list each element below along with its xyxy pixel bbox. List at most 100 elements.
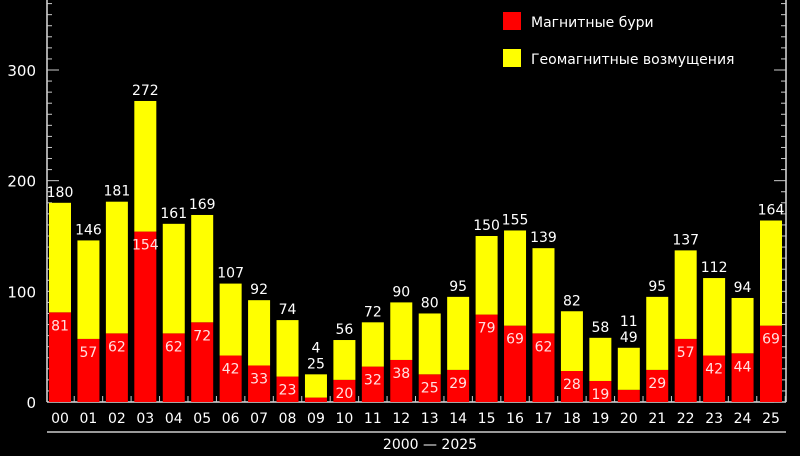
x-tick-label: 17 xyxy=(535,411,553,427)
bar-disturbances xyxy=(703,278,726,356)
x-tick-label: 12 xyxy=(392,411,410,427)
total-label: 164 xyxy=(758,203,785,219)
y-tick-label: 200 xyxy=(7,173,36,191)
total-label: 155 xyxy=(502,212,529,228)
x-tick-label: 11 xyxy=(364,411,382,427)
storms-label: 44 xyxy=(734,359,752,375)
legend-swatch-storms xyxy=(503,12,521,30)
bar-disturbances xyxy=(447,296,470,370)
bar-storms xyxy=(49,312,71,402)
x-tick-label: 15 xyxy=(478,411,496,427)
axes: 0 100 200 300 00 01 02 03 04 05 06 07 08 09 10 11 12 13 14… xyxy=(7,0,787,427)
bar-disturbances xyxy=(475,236,498,315)
bar-disturbances xyxy=(134,100,157,232)
bar-disturbances xyxy=(49,202,71,313)
bar-disturbances xyxy=(333,340,356,380)
total-label: 272 xyxy=(132,83,159,99)
bar-storms xyxy=(418,374,441,402)
bar-storms xyxy=(191,322,214,402)
bar-storms xyxy=(646,369,669,402)
bar-storms xyxy=(447,369,470,402)
x-tick-label: 24 xyxy=(734,411,752,427)
total-label: 72 xyxy=(364,304,382,320)
legend-label-storms: Магнитные бури xyxy=(531,15,654,31)
bars xyxy=(49,100,782,402)
bar-disturbances xyxy=(731,297,754,354)
x-tick-label: 19 xyxy=(591,411,609,427)
total-label: 150 xyxy=(473,218,500,234)
total-label: 58 xyxy=(591,320,609,336)
total-label: 74 xyxy=(279,302,297,318)
storms-label: 33 xyxy=(250,371,268,387)
storms-label: 69 xyxy=(762,332,780,348)
bar-disturbances xyxy=(589,337,612,381)
total-label: 112 xyxy=(701,260,728,276)
total-label: 161 xyxy=(160,206,187,222)
legend-label-disturbances: Геомагнитные возмущения xyxy=(531,52,734,68)
total-label: 137 xyxy=(672,232,699,248)
bar-storms xyxy=(560,371,583,402)
x-tick-label: 09 xyxy=(307,411,325,427)
bar-disturbances xyxy=(646,296,669,370)
storms-label: 38 xyxy=(392,366,410,382)
bar-storms xyxy=(304,397,327,402)
storms-label: 23 xyxy=(279,383,297,399)
storms-label: 29 xyxy=(449,376,467,392)
storms-label: 29 xyxy=(648,376,666,392)
storms-label: 72 xyxy=(193,328,211,344)
total-label: 169 xyxy=(189,197,216,213)
total-label: 107 xyxy=(217,266,244,282)
bar-storms xyxy=(475,314,498,402)
storms-label: 19 xyxy=(591,387,609,403)
x-tick-label: 16 xyxy=(506,411,524,427)
storms-label: 57 xyxy=(80,345,98,361)
x-tick-label: 13 xyxy=(421,411,439,427)
bar-storms xyxy=(219,355,242,402)
total-label: 180 xyxy=(47,185,74,201)
bar-disturbances xyxy=(77,240,100,339)
bar-disturbances xyxy=(276,320,299,377)
bar-disturbances xyxy=(361,322,384,367)
storms-label: 69 xyxy=(506,332,524,348)
storms-label: 62 xyxy=(535,339,553,355)
bar-disturbances xyxy=(532,248,555,334)
x-tick-label: 00 xyxy=(51,411,69,427)
x-tick-label: 18 xyxy=(563,411,581,427)
storms-label: 20 xyxy=(335,386,353,402)
bar-disturbances xyxy=(390,302,413,360)
bar-storms xyxy=(134,231,157,402)
bar-disturbances xyxy=(219,283,242,356)
storms-label: 28 xyxy=(563,377,581,393)
storms-label: 42 xyxy=(705,362,723,378)
total-label: 49 xyxy=(620,330,638,346)
storms-label: 4 xyxy=(311,340,320,356)
bar-storms xyxy=(333,379,356,402)
total-label: 56 xyxy=(335,322,353,338)
x-tick-label: 06 xyxy=(222,411,240,427)
total-label: 94 xyxy=(734,280,752,296)
bar-storms xyxy=(589,380,612,402)
storms-label: 32 xyxy=(364,373,382,389)
bar-disturbances xyxy=(760,220,782,326)
x-axis-label: 2000 — 2025 xyxy=(383,437,477,452)
legend-swatch-disturbances xyxy=(503,49,521,67)
total-label: 95 xyxy=(449,279,467,295)
storms-label: 79 xyxy=(478,321,496,337)
storms-label: 154 xyxy=(132,238,159,254)
total-label: 80 xyxy=(421,295,439,311)
total-label: 90 xyxy=(392,284,410,300)
bar-storms xyxy=(731,353,754,402)
bar-storms xyxy=(674,338,697,402)
bar-storms xyxy=(532,333,555,402)
bar-storms xyxy=(248,365,271,402)
bar-disturbances xyxy=(560,311,583,372)
legend: Магнитные бури Геомагнитные возмущения xyxy=(503,12,734,68)
bar-storms xyxy=(105,333,128,402)
storms-label: 42 xyxy=(222,362,240,378)
total-label: 181 xyxy=(104,184,131,200)
bar-storms xyxy=(162,333,185,402)
x-tick-label: 10 xyxy=(335,411,353,427)
bar-storms xyxy=(77,338,100,402)
x-tick-label: 25 xyxy=(762,411,780,427)
x-tick-label: 02 xyxy=(108,411,126,427)
